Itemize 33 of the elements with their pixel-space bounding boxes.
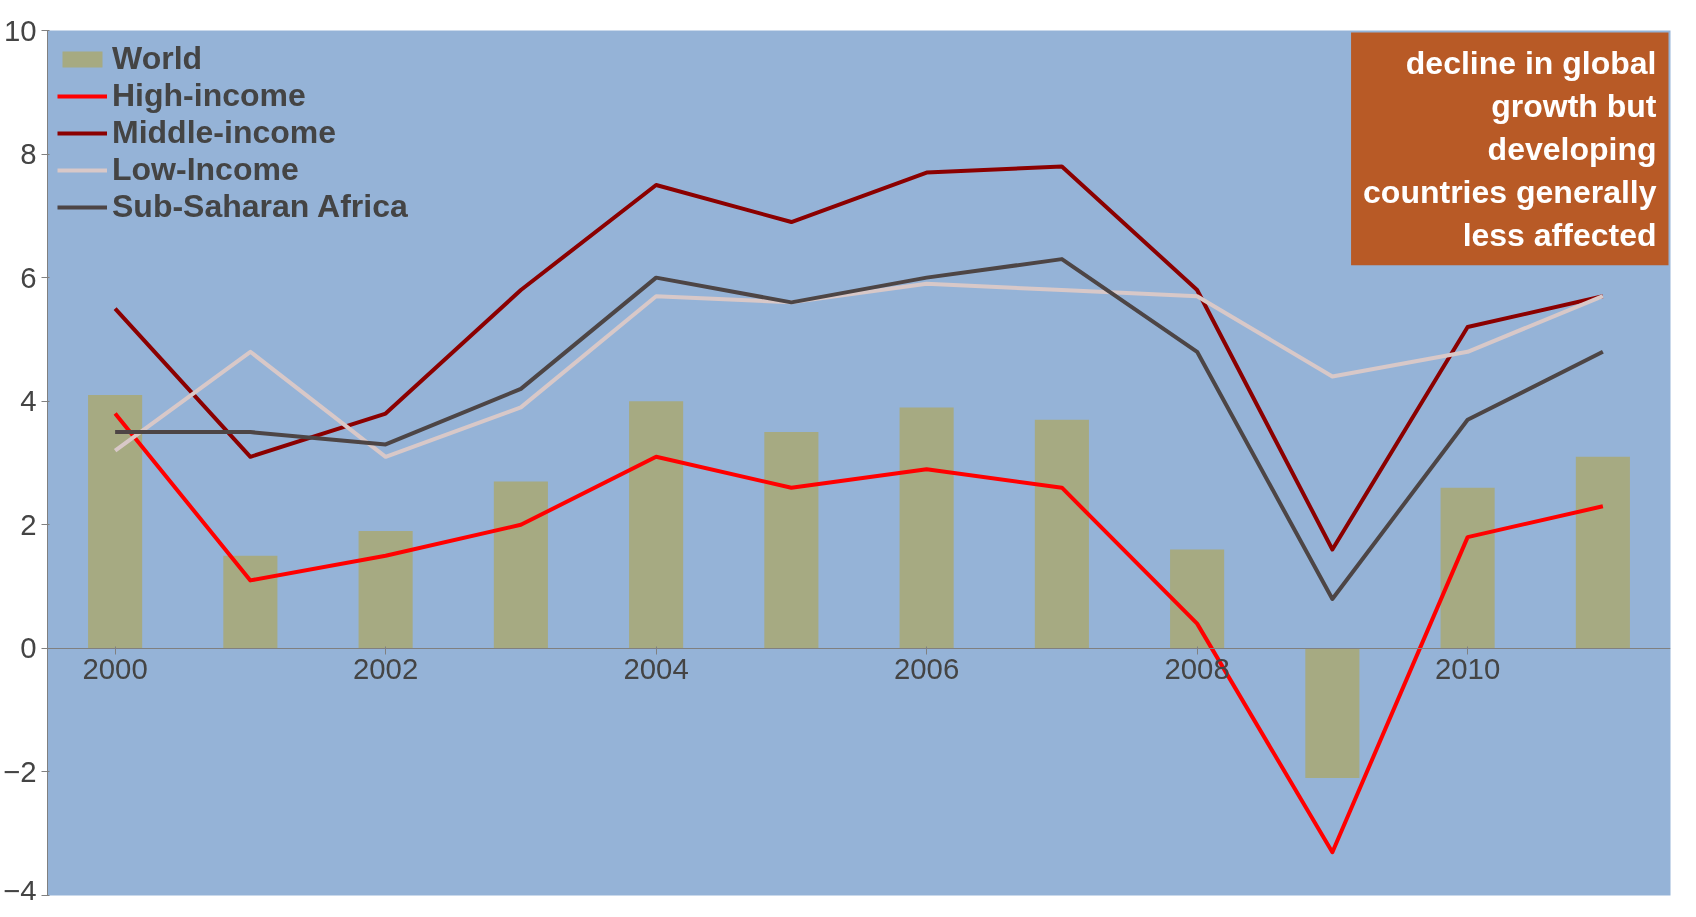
- legend-label: World: [112, 40, 203, 77]
- y-tick-label: 0: [20, 631, 37, 665]
- y-tick-label: 2: [20, 507, 37, 541]
- bar: [223, 555, 278, 649]
- line-series: [113, 257, 1605, 601]
- legend-label: High-income: [112, 77, 306, 114]
- legend-label: Sub-Saharan Africa: [112, 188, 408, 225]
- x-tick-label: 2006: [894, 652, 960, 686]
- annotation: decline in global growth but developing countries generally less affected: [1363, 44, 1657, 254]
- y-tick-label: −4: [3, 873, 37, 907]
- y-tick-label: −2: [3, 754, 37, 788]
- bar: [1305, 648, 1360, 779]
- x-tick-label: 2004: [623, 652, 689, 686]
- y-tick-label: 10: [3, 13, 37, 47]
- bar: [1440, 487, 1495, 649]
- bar: [629, 401, 684, 649]
- x-tick-label: 2000: [82, 652, 148, 686]
- bar: [1170, 549, 1225, 649]
- bar: [88, 395, 143, 649]
- y-tick-label: 8: [20, 137, 37, 171]
- bar: [1034, 419, 1089, 649]
- bar: [1575, 456, 1630, 649]
- bar: [899, 407, 954, 649]
- y-tick-label: 4: [20, 384, 37, 418]
- legend-label: Middle-income: [112, 114, 337, 151]
- bar: [358, 530, 413, 649]
- x-tick-label: 2002: [353, 652, 419, 686]
- legend-label: Low-Income: [112, 151, 299, 188]
- bar: [493, 481, 548, 649]
- y-tick-label: 6: [20, 260, 37, 294]
- x-tick-label: 2010: [1435, 652, 1501, 686]
- line-series: [113, 281, 1605, 459]
- bar: [764, 432, 819, 649]
